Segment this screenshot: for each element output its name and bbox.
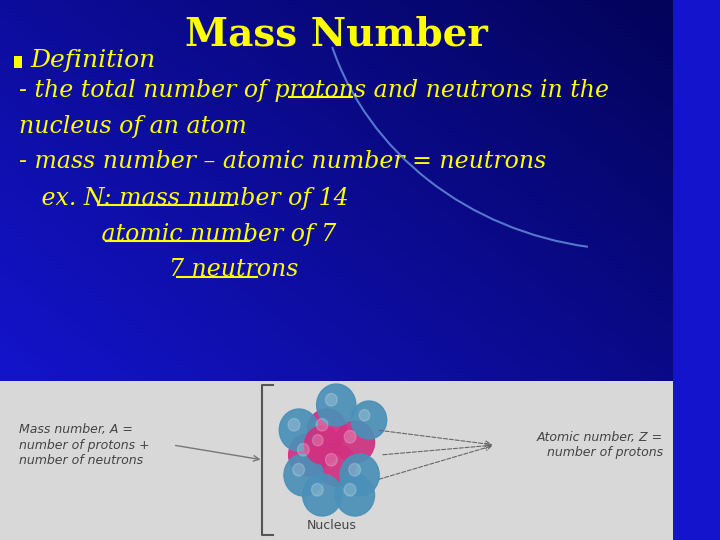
Circle shape bbox=[317, 384, 356, 426]
Circle shape bbox=[325, 394, 337, 406]
Text: Atomic number, Z =
number of protons: Atomic number, Z = number of protons bbox=[537, 431, 663, 459]
Circle shape bbox=[359, 409, 370, 421]
Circle shape bbox=[293, 463, 305, 476]
Circle shape bbox=[297, 443, 309, 456]
Circle shape bbox=[336, 474, 374, 516]
Text: nucleus of an atom: nucleus of an atom bbox=[19, 114, 246, 138]
Circle shape bbox=[351, 401, 387, 439]
Circle shape bbox=[302, 474, 342, 516]
Circle shape bbox=[312, 483, 323, 496]
Text: - mass number – atomic number = neutrons: - mass number – atomic number = neutrons bbox=[19, 151, 546, 173]
Bar bbox=[0, 381, 672, 540]
Text: ex. N: mass number of 14: ex. N: mass number of 14 bbox=[19, 186, 348, 210]
Circle shape bbox=[284, 454, 323, 496]
Text: Definition: Definition bbox=[30, 50, 155, 72]
Text: Mass Number: Mass Number bbox=[185, 16, 487, 54]
Circle shape bbox=[340, 454, 379, 496]
Circle shape bbox=[344, 483, 356, 496]
Circle shape bbox=[344, 430, 356, 443]
Circle shape bbox=[307, 409, 346, 451]
Circle shape bbox=[316, 418, 328, 431]
Circle shape bbox=[348, 463, 361, 476]
Text: atomic number of 7: atomic number of 7 bbox=[19, 222, 336, 246]
Text: 7 neutrons: 7 neutrons bbox=[19, 259, 298, 281]
Circle shape bbox=[325, 454, 337, 466]
Circle shape bbox=[279, 409, 318, 451]
Bar bbox=[14, 56, 22, 68]
Circle shape bbox=[317, 444, 356, 486]
Text: - the total number of protons and neutrons in the: - the total number of protons and neutro… bbox=[19, 78, 608, 102]
Circle shape bbox=[336, 421, 374, 463]
Circle shape bbox=[288, 418, 300, 431]
Text: Mass number, A =
number of protons +
number of neutrons: Mass number, A = number of protons + num… bbox=[19, 423, 149, 467]
Circle shape bbox=[312, 435, 323, 446]
Circle shape bbox=[305, 426, 340, 464]
Circle shape bbox=[289, 434, 328, 476]
Text: Nucleus: Nucleus bbox=[307, 519, 356, 532]
